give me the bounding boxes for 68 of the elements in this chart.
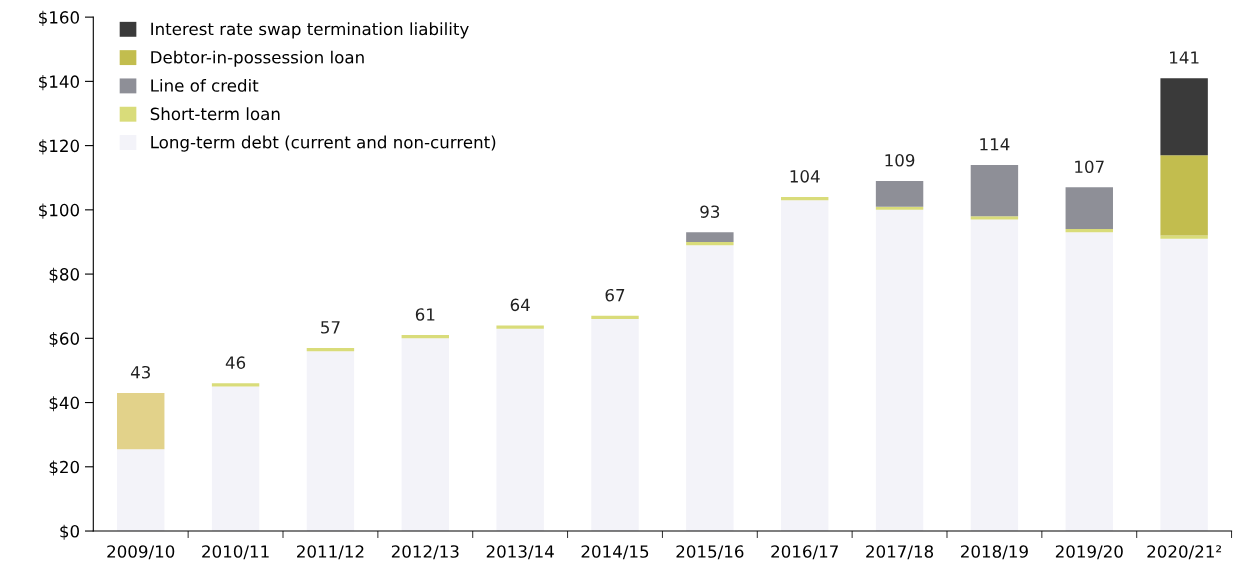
bar — [1160, 235, 1208, 239]
bar — [306, 351, 355, 532]
bar — [1065, 229, 1113, 233]
bar — [211, 383, 260, 387]
legend-label: Long-term debt (current and non-current) — [151, 135, 496, 152]
bar — [970, 216, 1019, 220]
x-tick-label: 2015/16 — [676, 545, 744, 560]
total-label: 93 — [700, 205, 720, 218]
bar — [496, 328, 544, 532]
total-label: 104 — [790, 170, 820, 183]
bar — [1160, 155, 1208, 236]
y-tick-label: $20 — [49, 460, 79, 476]
bar — [686, 241, 734, 246]
bar — [875, 180, 924, 207]
bar — [970, 164, 1019, 217]
bar — [875, 209, 924, 532]
bar — [496, 325, 544, 329]
y-tick-label: $60 — [49, 331, 79, 348]
bar — [401, 338, 450, 532]
bar — [1160, 238, 1208, 532]
legend-label: Debtor-in-possession loan — [151, 50, 364, 67]
total-label: 107 — [1075, 160, 1104, 174]
bar — [401, 335, 450, 339]
x-tick-label: 2020/21² — [1147, 545, 1222, 560]
x-tick-label: 2019/20 — [1055, 545, 1123, 560]
y-tick-label: $160 — [39, 10, 79, 26]
bar — [591, 319, 639, 532]
bar — [591, 315, 639, 320]
legend-label: Interest rate swap termination liability — [151, 22, 469, 39]
y-tick-label: $100 — [39, 203, 79, 219]
total-label: 57 — [321, 321, 340, 334]
y-tick-label: $120 — [39, 139, 79, 155]
bar — [1065, 232, 1113, 532]
bar — [686, 245, 734, 532]
x-tick-label: 2017/18 — [866, 545, 934, 560]
bar — [1160, 78, 1208, 156]
total-label: 114 — [980, 138, 1010, 151]
bar — [781, 200, 829, 532]
y-tick-label: $40 — [49, 396, 79, 412]
total-label: 64 — [510, 298, 530, 312]
total-label: 109 — [885, 153, 915, 167]
y-tick-label: $140 — [39, 75, 79, 91]
x-tick-label: 2012/13 — [391, 545, 459, 560]
bar — [781, 197, 829, 201]
x-tick-label: 2016/17 — [771, 545, 838, 560]
bar — [306, 347, 355, 352]
legend-label: Line of credit — [151, 78, 259, 92]
y-tick-label: $0 — [60, 524, 79, 540]
bar — [970, 219, 1019, 532]
bar — [875, 206, 924, 210]
total-label: 141 — [1170, 51, 1199, 64]
y-tick-label: $80 — [49, 267, 79, 283]
x-tick-label: 2018/19 — [961, 545, 1028, 560]
total-label: 43 — [130, 365, 150, 379]
x-tick-label: 2010/11 — [202, 545, 269, 560]
x-tick-label: 2014/15 — [581, 545, 649, 560]
bar — [117, 449, 165, 532]
bar — [1065, 187, 1113, 230]
total-label: 67 — [605, 288, 625, 302]
x-tick-label: 2011/12 — [297, 545, 364, 560]
total-label: 61 — [415, 308, 435, 321]
x-tick-label: 2013/14 — [486, 545, 554, 560]
bar — [686, 232, 734, 242]
bar — [211, 386, 260, 532]
x-tick-label: 2009/10 — [107, 545, 175, 560]
total-label: 46 — [225, 356, 246, 369]
bar — [117, 392, 165, 450]
legend-label: Short-term loan — [150, 107, 280, 121]
